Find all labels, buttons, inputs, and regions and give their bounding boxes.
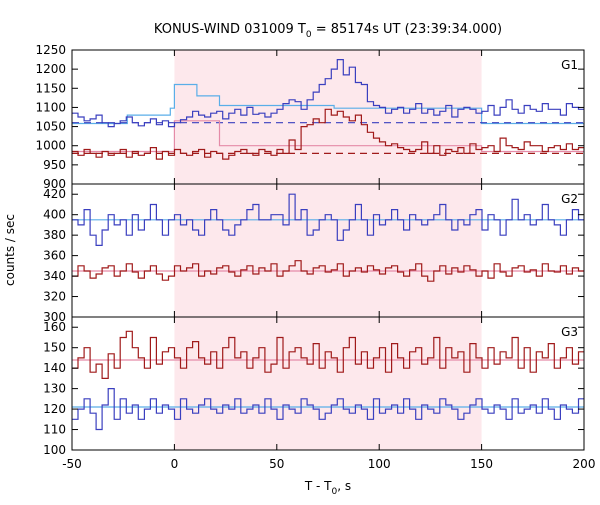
series-layer (72, 59, 584, 431)
y-tick-label-g2: 320 (43, 290, 66, 304)
series-g3-0 (72, 330, 584, 379)
text-layer: KONUS-WIND 031009 T0 = 85174s UT (23:39:… (3, 22, 595, 497)
y-tick-label-g1: 1250 (35, 43, 66, 57)
x-tick-label: 150 (470, 457, 493, 471)
y-tick-label-g1: 900 (43, 177, 66, 191)
y-tick-label-g2: 360 (43, 249, 66, 263)
y-tick-label-g2: 340 (43, 269, 66, 283)
y-tick-label-g2: 300 (43, 310, 66, 324)
y-tick-label-g3: 140 (43, 361, 66, 375)
y-tick-label-g1: 1150 (35, 81, 66, 95)
y-tick-label-g3: 120 (43, 402, 66, 416)
y-tick-label-g2: 380 (43, 228, 66, 242)
y-tick-label-g3: 160 (43, 320, 66, 334)
y-tick-label-g2: 400 (43, 208, 66, 222)
fit-line-g1-2 (72, 120, 584, 153)
series-g3-1 (72, 388, 584, 431)
shaded-interval-layer (174, 50, 482, 450)
panel-label-g1: G1 (561, 58, 578, 72)
x-tick-label: -50 (62, 457, 82, 471)
y-tick-label-g1: 1050 (35, 120, 66, 134)
series-g1-1 (72, 108, 584, 160)
y-tick-label-g1: 1200 (35, 62, 66, 76)
x-axis-label: T - T0, s (304, 479, 351, 497)
panel-label-g3: G3 (561, 325, 578, 339)
chart-title: KONUS-WIND 031009 T0 = 85174s UT (23:39:… (154, 22, 502, 40)
panel-label-g2: G2 (561, 192, 578, 206)
y-tick-label-g3: 100 (43, 443, 66, 457)
fit-lines-layer (72, 83, 584, 408)
shaded-interval-g2 (174, 184, 482, 317)
shaded-interval-g3 (174, 317, 482, 450)
fit-line-g1-0 (72, 83, 584, 125)
y-axis-label: counts / sec (3, 214, 17, 286)
series-g2-0 (72, 193, 584, 246)
y-tick-label-g1: 1000 (35, 139, 66, 153)
y-tick-label-g1: 1100 (35, 100, 66, 114)
shaded-interval-g1 (174, 50, 482, 184)
y-tick-label-g2: 420 (43, 187, 66, 201)
y-tick-label-g3: 150 (43, 341, 66, 355)
x-tick-label: 0 (171, 457, 179, 471)
y-tick-label-g3: 110 (43, 423, 66, 437)
series-g2-1 (72, 260, 584, 282)
x-tick-label: 200 (573, 457, 596, 471)
y-tick-label-g1: 950 (43, 158, 66, 172)
series-g1-0 (72, 59, 584, 128)
frame-layer (71, 49, 585, 451)
x-tick-label: 100 (368, 457, 391, 471)
y-tick-label-g3: 130 (43, 382, 66, 396)
panel-frame-g3 (71, 316, 585, 451)
x-tick-label: 50 (269, 457, 284, 471)
